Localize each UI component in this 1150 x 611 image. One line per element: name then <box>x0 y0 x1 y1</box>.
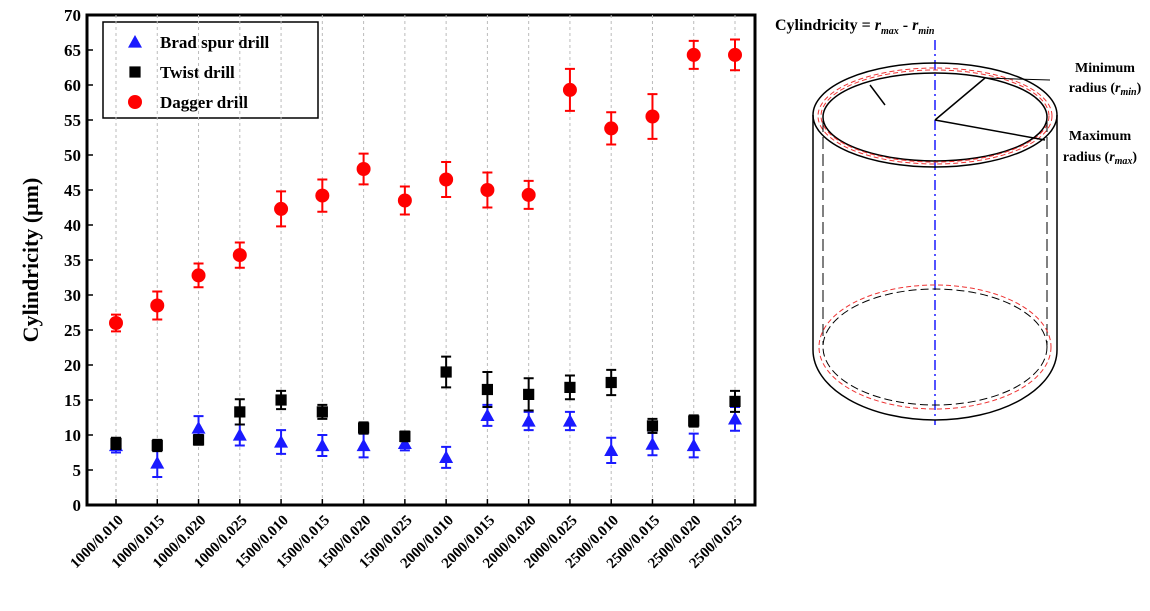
y-tick-label: 65 <box>64 41 81 60</box>
marker-circle <box>191 268 206 283</box>
marker-circle <box>397 193 412 208</box>
y-axis-label: Cylindricity (μm) <box>18 178 43 343</box>
max-radius <box>934 119 1046 141</box>
marker-circle <box>109 316 123 330</box>
marker-circle <box>356 162 371 176</box>
legend-marker <box>128 35 142 48</box>
marker-square <box>234 406 246 418</box>
marker-triangle <box>480 408 495 421</box>
marker-triangle <box>562 414 577 427</box>
inner-bottom <box>822 288 1048 406</box>
max-label-2: radius (rmax) <box>1063 150 1138 167</box>
max-label-1: Maximum <box>1069 129 1132 144</box>
marker-square <box>110 437 122 449</box>
marker-square <box>646 420 659 432</box>
marker-circle <box>645 109 660 124</box>
marker-circle <box>232 248 247 263</box>
marker-circle <box>439 172 454 187</box>
marker-square <box>481 383 493 396</box>
marker-square <box>275 394 287 406</box>
legend-marker <box>128 95 142 109</box>
y-tick-label: 50 <box>64 146 81 165</box>
marker-triangle <box>439 450 454 463</box>
marker-triangle <box>645 437 660 450</box>
marker-triangle <box>397 436 412 449</box>
y-tick-label: 35 <box>64 251 81 270</box>
legend-marker <box>129 66 141 78</box>
marker-square <box>440 366 452 378</box>
y-tick-label: 20 <box>64 356 81 375</box>
outer-bottom <box>812 349 1058 421</box>
marker-circle <box>562 82 577 97</box>
marker-square <box>564 381 576 393</box>
marker-circle <box>274 201 289 216</box>
marker-circle <box>315 188 330 203</box>
marker-triangle <box>232 428 247 441</box>
y-tick-label: 70 <box>64 6 81 25</box>
y-tick-label: 5 <box>73 461 82 480</box>
marker-triangle <box>604 443 619 456</box>
marker-triangle <box>150 456 165 469</box>
y-tick-label: 15 <box>64 391 81 410</box>
marker-square <box>523 388 535 400</box>
y-tick-label: 60 <box>64 76 81 95</box>
y-tick-label: 55 <box>64 111 81 130</box>
marker-triangle <box>191 421 206 434</box>
marker-circle <box>480 183 495 197</box>
marker-circle <box>150 298 165 313</box>
min-radius <box>934 77 986 121</box>
marker-square <box>151 439 163 452</box>
marker-triangle <box>274 435 289 448</box>
y-tick-label: 30 <box>64 286 81 305</box>
marker-square <box>358 422 370 434</box>
marker-square <box>399 430 411 442</box>
marker-square <box>605 376 617 389</box>
y-tick-label: 40 <box>64 216 81 235</box>
formula: Cylindricity = rmax - rmin <box>775 17 935 37</box>
marker-triangle <box>356 438 371 452</box>
marker-circle <box>604 121 619 136</box>
min-label-1: Minimum <box>1075 61 1135 76</box>
legend-label: Dagger drill <box>160 93 248 112</box>
marker-square <box>192 434 205 446</box>
marker-square <box>316 406 328 418</box>
marker-triangle <box>315 438 330 452</box>
legend-label: Brad spur drill <box>160 33 270 52</box>
legend: Brad spur drill Twist drill Dagger drill <box>102 21 319 119</box>
marker-triangle <box>686 438 701 452</box>
marker-circle <box>728 47 742 62</box>
profile-top <box>817 67 1053 165</box>
cylinder-diagram: Cylindricity = rmax - rmin Minimum radiu… <box>775 17 1142 425</box>
marker-circle <box>686 47 701 62</box>
marker-square <box>688 415 700 427</box>
y-tick-label: 10 <box>64 426 81 445</box>
marker-triangle <box>521 414 536 427</box>
marker-circle <box>521 187 536 202</box>
min-leader <box>984 77 1051 81</box>
min-label-2: radius (rmin) <box>1069 81 1142 98</box>
marker-square <box>729 395 741 407</box>
marker-triangle <box>728 411 742 425</box>
gap-arrow <box>869 84 886 106</box>
profile-bottom <box>818 284 1052 410</box>
y-tick-label: 25 <box>64 321 81 340</box>
profile-top-2 <box>820 69 1050 163</box>
y-tick-label: 0 <box>73 496 82 515</box>
y-tick-label: 45 <box>64 181 81 200</box>
inner-top <box>822 72 1048 162</box>
legend-label: Twist drill <box>160 63 235 82</box>
